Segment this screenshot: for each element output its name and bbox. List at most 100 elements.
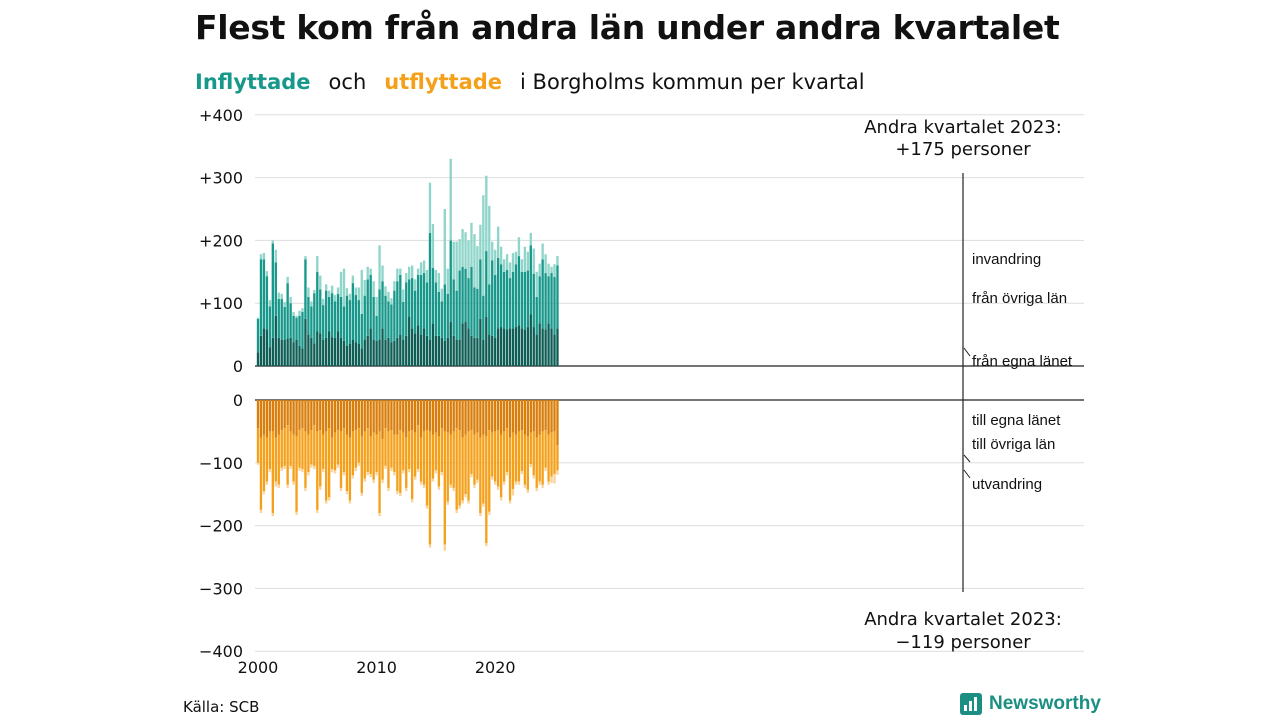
bar-out_own — [535, 400, 538, 438]
bar-in_other — [467, 278, 470, 329]
bar-in_own — [304, 318, 307, 366]
bar-out_emi — [411, 499, 414, 503]
bar-out_own — [292, 400, 295, 435]
bar-out_emi — [304, 487, 307, 492]
bar-out_own — [428, 400, 432, 432]
subtitle-rest: i Borgholms kommun per kvartal — [520, 70, 865, 94]
bar-in_own — [316, 331, 319, 366]
bar-in_imm — [277, 292, 280, 299]
bar-out_emi — [526, 489, 529, 493]
bar-out_own — [378, 400, 381, 432]
bar-out_own — [520, 400, 524, 431]
bar-out_other — [458, 430, 461, 506]
bar-in_other — [538, 276, 541, 324]
bar-out_other — [413, 432, 417, 477]
bar-in_own — [396, 337, 399, 366]
bar-in_other — [422, 273, 426, 329]
bar-out_other — [449, 434, 452, 485]
bar-out_other — [416, 425, 420, 470]
bar-in_imm — [411, 265, 414, 279]
bar-out_own — [517, 400, 521, 432]
bar-in_own — [411, 328, 414, 366]
bar-in_imm — [428, 182, 432, 233]
bar-out_own — [529, 400, 532, 433]
bar-in_other — [348, 300, 352, 345]
bar-in_own — [523, 329, 527, 366]
bar-out_emi — [499, 497, 503, 501]
bar-out_other — [348, 437, 352, 501]
bar-in_imm — [458, 239, 461, 271]
bar-in_imm — [529, 232, 532, 246]
bar-in_imm — [384, 286, 387, 296]
bar-in_other — [523, 271, 527, 330]
bar-out_other — [381, 438, 384, 480]
y-tick-label: +100 — [199, 294, 243, 313]
bar-out_own — [556, 400, 559, 446]
bar-in_own — [283, 339, 286, 366]
bar-out_own — [411, 400, 414, 431]
legend-label: från egna länet — [972, 353, 1073, 370]
bar-out_own — [461, 400, 464, 438]
bar-out_other — [319, 430, 322, 487]
bar-out_own — [265, 400, 269, 438]
bar-in_other — [402, 301, 405, 340]
bar-out_emi — [431, 478, 435, 482]
annotation-top-line1: Andra kvartalet 2023: — [864, 117, 1062, 138]
bar-out_other — [360, 436, 363, 493]
bar-in_imm — [351, 275, 355, 284]
bar-in_imm — [405, 273, 408, 283]
bar-out_emi — [538, 481, 541, 485]
bar-out_own — [387, 400, 390, 432]
bar-out_other — [517, 431, 521, 482]
bar-in_imm — [437, 273, 441, 292]
bar-in_imm — [327, 290, 331, 297]
bar-in_other — [268, 306, 272, 348]
bar-out_other — [464, 434, 467, 495]
bar-out_own — [491, 400, 494, 433]
bar-in_imm — [333, 295, 337, 302]
bar-out_own — [446, 400, 449, 433]
newsworthy-icon — [960, 693, 982, 715]
bar-out_other — [384, 428, 387, 466]
bar-in_own — [413, 333, 417, 366]
bar-out_emi — [348, 500, 352, 504]
bar-out_emi — [286, 484, 289, 488]
bar-out_emi — [339, 487, 343, 492]
bar-in_own — [295, 339, 298, 366]
bar-in_imm — [369, 268, 372, 275]
bar-in_imm — [431, 224, 435, 269]
legend-label: till övriga län — [972, 436, 1055, 453]
bar-out_emi — [541, 484, 544, 488]
bar-in_own — [544, 329, 547, 366]
bar-out_other — [541, 431, 544, 485]
bar-out_emi — [295, 511, 298, 515]
bar-in_other — [339, 296, 343, 338]
bar-in_other — [289, 303, 292, 338]
bar-out_other — [399, 430, 402, 493]
subtitle-utflyttade: utflyttade — [384, 70, 503, 94]
bar-out_other — [301, 428, 304, 470]
bar-in_other — [342, 306, 346, 341]
bar-out_other — [422, 431, 426, 485]
bar-out_other — [419, 437, 423, 482]
bar-in_own — [502, 328, 506, 366]
bar-out_emi — [316, 509, 319, 514]
bar-out_emi — [310, 464, 313, 468]
bar-in_imm — [434, 269, 438, 283]
bar-in_imm — [517, 237, 521, 257]
bar-in_imm — [268, 300, 272, 307]
bar-in_imm — [419, 262, 423, 275]
bar-in_other — [304, 259, 307, 319]
bar-in_other — [310, 306, 313, 338]
bar-in_imm — [274, 249, 277, 263]
bar-in_own — [268, 347, 272, 366]
bar-out_other — [339, 431, 343, 488]
bar-out_own — [553, 400, 556, 432]
bar-in_imm — [360, 269, 363, 314]
bar-in_other — [511, 271, 515, 329]
bar-out_own — [499, 400, 503, 435]
bar-in_own — [428, 339, 432, 366]
bar-in_imm — [511, 252, 515, 272]
bar-out_other — [473, 434, 476, 485]
bar-out_other — [310, 430, 313, 465]
